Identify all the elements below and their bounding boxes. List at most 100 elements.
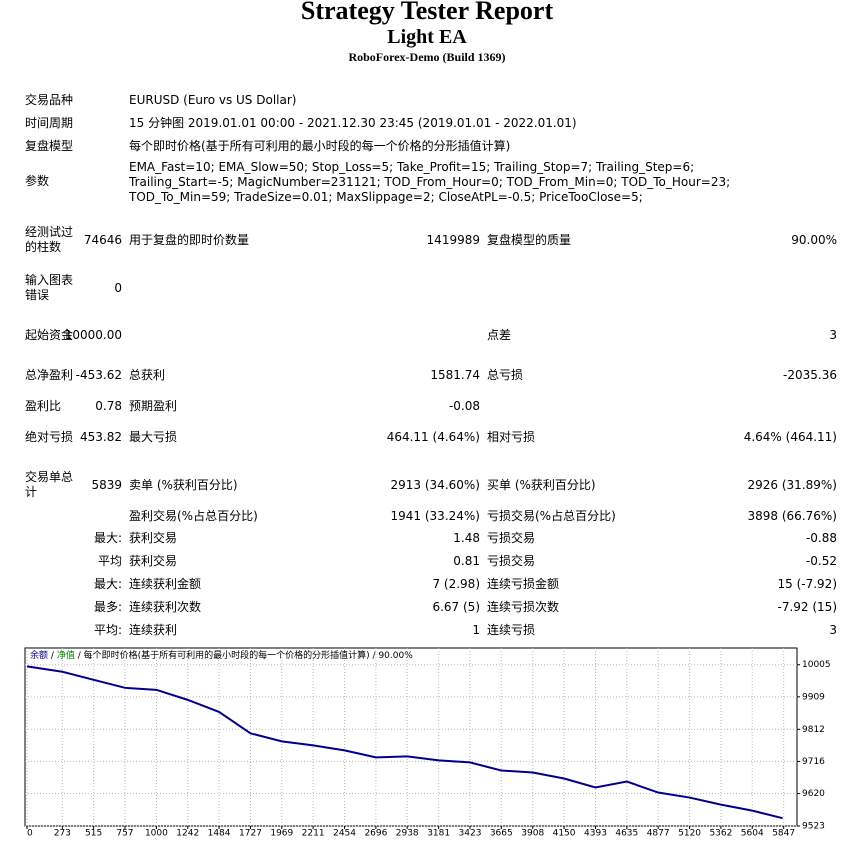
stat-value: -7.92 (15) bbox=[777, 599, 838, 614]
legend-item: / bbox=[78, 651, 82, 661]
x-tick-label: 5847 bbox=[772, 829, 795, 839]
stat-value: 2913 (34.60%) bbox=[390, 477, 480, 492]
x-tick-label: 4877 bbox=[647, 829, 670, 839]
legend-item: 每个即时价格(基于所有可利用的最小时段的每一个价格的分形插值计算) bbox=[84, 649, 370, 661]
x-tick-label: 757 bbox=[116, 829, 133, 839]
broker: RoboForex-Demo (Build 1369) bbox=[348, 50, 506, 64]
stat-value: 453.82 bbox=[80, 429, 122, 444]
stat-label: 盈利比 bbox=[25, 398, 62, 413]
stat-value: 1941 (33.24%) bbox=[390, 508, 480, 523]
x-tick-label: 1000 bbox=[145, 829, 168, 839]
x-tick-label: 5120 bbox=[678, 829, 701, 839]
stat-value: 最多: bbox=[93, 599, 122, 614]
chart: 10005 9909 9812 9716 9620 9523 0 273 515 757 1000 1… bbox=[24, 647, 831, 839]
x-tick-label: 5604 bbox=[741, 829, 764, 839]
stat-label: 连续亏损 bbox=[487, 622, 536, 637]
stat-label: 最大亏损 bbox=[129, 429, 178, 444]
stat-value: 4.64% (464.11) bbox=[743, 429, 837, 444]
info-value: 每个即时价格(基于所有可利用的最小时段的每一个价格的分形插值计算) bbox=[129, 139, 511, 153]
stat-label: 买单 (%获利百分比) bbox=[487, 477, 596, 492]
stat-value: 0 bbox=[114, 280, 122, 295]
x-tick-label: 2211 bbox=[302, 829, 325, 839]
legend-item: 90.00% bbox=[378, 651, 413, 661]
stat-value: 1419989 bbox=[426, 232, 480, 247]
stat-value: 15 (-7.92) bbox=[777, 576, 838, 591]
title: Strategy Tester Report bbox=[300, 0, 554, 25]
stat-value: 0.81 bbox=[453, 553, 480, 568]
legend-item: / bbox=[373, 651, 377, 661]
y-tick-label: 9909 bbox=[802, 692, 825, 702]
y-tick-label: 9812 bbox=[802, 725, 825, 735]
stat-value: -0.08 bbox=[448, 398, 480, 413]
x-tick-label: 3181 bbox=[427, 829, 450, 839]
x-tick-label: 3423 bbox=[459, 829, 482, 839]
x-tick-label: 3908 bbox=[521, 829, 544, 839]
x-tick-label: 2696 bbox=[364, 829, 387, 839]
x-tick-label: 2454 bbox=[333, 829, 356, 839]
info-label: 时间周期 bbox=[25, 116, 74, 130]
subtitle: Light EA bbox=[387, 26, 467, 48]
stat-label: 用于复盘的即时价数量 bbox=[129, 232, 250, 247]
y-tick-label: 10005 bbox=[802, 660, 831, 670]
y-tick-label: 9620 bbox=[802, 789, 825, 799]
stat-label: 绝对亏损 bbox=[25, 429, 74, 444]
stat-label: 盈利交易(%占总百分比) bbox=[129, 508, 258, 523]
stat-value: 5839 bbox=[91, 477, 122, 492]
stat-value: 3898 (66.76%) bbox=[747, 508, 837, 523]
plot-frame bbox=[24, 647, 798, 827]
stat-label: 相对亏损 bbox=[487, 429, 536, 444]
stat-value: -0.52 bbox=[805, 553, 837, 568]
stat-label: 连续亏损金额 bbox=[487, 576, 560, 591]
stat-value: -2035.36 bbox=[783, 367, 837, 382]
x-tick-label: 1727 bbox=[239, 829, 262, 839]
stat-value: 最大: bbox=[93, 576, 122, 591]
stat-value: 3 bbox=[829, 622, 837, 637]
stat-label: 点差 bbox=[487, 327, 512, 342]
legend-item: 余额 bbox=[30, 649, 48, 661]
y-tick-label: 9716 bbox=[802, 757, 825, 767]
x-tick-label: 1969 bbox=[270, 829, 293, 839]
stat-value: 1 bbox=[472, 622, 480, 637]
x-tick-label: 273 bbox=[54, 829, 71, 839]
y-tick-label: 9523 bbox=[802, 822, 825, 832]
stat-label: 起始资金 bbox=[25, 327, 74, 342]
info-value: EURUSD (Euro vs US Dollar) bbox=[129, 93, 297, 107]
balance-line bbox=[26, 665, 783, 820]
info-value: 15 分钟图 2019.01.01 00:00 - 2021.12.30 23:… bbox=[129, 116, 577, 130]
stat-value: 2926 (31.89%) bbox=[747, 477, 837, 492]
x-tick-label: 3665 bbox=[490, 829, 513, 839]
stat-label: 总亏损 bbox=[487, 367, 524, 382]
stat-value: 90.00% bbox=[791, 232, 837, 247]
stat-label: 连续获利金额 bbox=[129, 576, 202, 591]
x-tick-label: 515 bbox=[85, 829, 102, 839]
stat-value: 平均 bbox=[97, 553, 122, 568]
stat-label: 连续亏损次数 bbox=[487, 599, 560, 614]
stat-label: 亏损交易 bbox=[487, 530, 536, 545]
stat-label: 亏损交易 bbox=[487, 553, 536, 568]
stat-label: 亏损交易(%占总百分比) bbox=[487, 508, 616, 523]
legend: 余额 / 净值 / 每个即时价格(基于所有可利用的最小时段的每一个价格的分形插值… bbox=[30, 649, 413, 661]
info-label: 复盘模型 bbox=[25, 139, 74, 153]
stat-label: 交易单总计 bbox=[25, 470, 74, 499]
stat-label: 获利交易 bbox=[129, 530, 178, 545]
x-tick-label: 1484 bbox=[208, 829, 231, 839]
stat-value: 1.48 bbox=[453, 530, 480, 545]
x-tick-label: 1242 bbox=[176, 829, 199, 839]
legend-item: 净值 bbox=[57, 649, 75, 661]
x-tick-label: 4635 bbox=[615, 829, 638, 839]
stat-value: 464.11 (4.64%) bbox=[386, 429, 480, 444]
stat-label: 连续获利 bbox=[129, 622, 178, 637]
stat-label: 经测试过的柱数 bbox=[25, 225, 74, 254]
x-tick-label: 0 bbox=[27, 829, 33, 839]
stat-label: 预期盈利 bbox=[129, 398, 178, 413]
stat-label: 复盘模型的质量 bbox=[487, 232, 572, 247]
stat-value: 1581.74 bbox=[430, 367, 480, 382]
stat-value: 6.67 (5) bbox=[432, 599, 480, 614]
stat-label: 卖单 (%获利百分比) bbox=[129, 477, 238, 492]
stat-label: 连续获利次数 bbox=[129, 599, 202, 614]
stat-value: 10000.00 bbox=[64, 327, 122, 342]
stat-value: 平均: bbox=[93, 622, 122, 637]
stat-value: 最大: bbox=[93, 530, 122, 545]
stat-label: 总净盈利 bbox=[25, 367, 74, 382]
